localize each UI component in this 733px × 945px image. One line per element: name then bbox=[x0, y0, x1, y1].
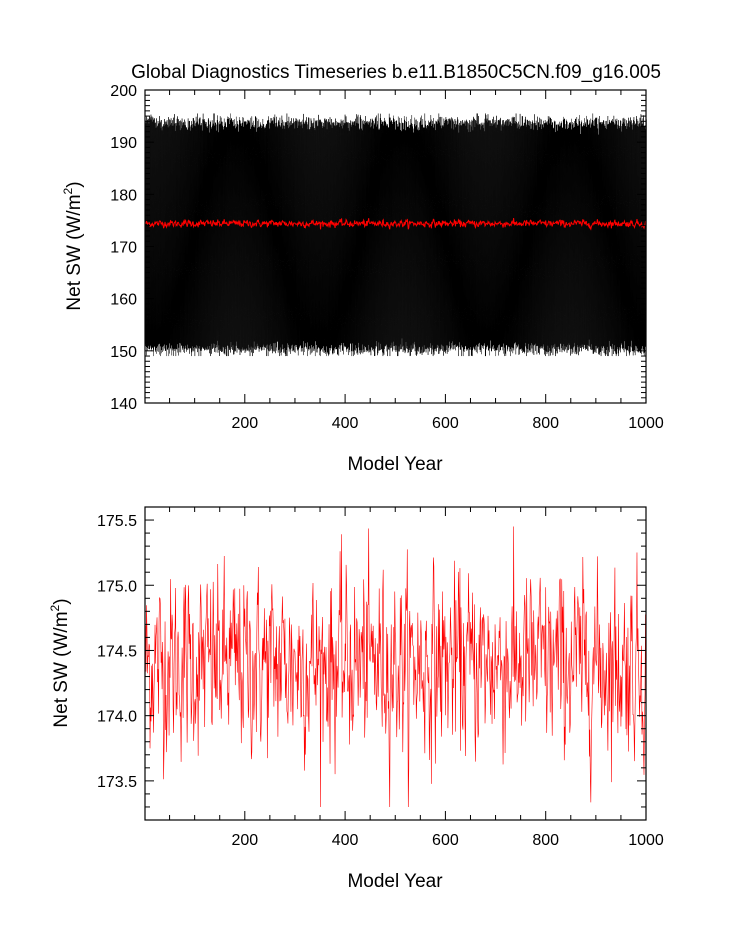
bottom-x-axis-label: Model Year bbox=[347, 871, 443, 892]
x-tick-label: 1000 bbox=[628, 832, 664, 849]
top-y-label-sup: 2 bbox=[61, 187, 75, 194]
y-tick-label: 175.5 bbox=[97, 513, 137, 530]
annual-mean-series-line bbox=[144, 526, 647, 807]
top-x-tick-labels: 200 400 600 800 1000 bbox=[231, 415, 663, 432]
bottom-y-label-close: ) bbox=[51, 598, 72, 604]
top-panel: 140 150 160 170 180 190 200 200 400 600 800 1000 M… bbox=[61, 83, 664, 475]
bottom-y-label-main: Net SW (W/m bbox=[51, 611, 72, 727]
y-tick-label: 140 bbox=[110, 396, 137, 413]
bottom-panel: 173.5 174.0 174.5 175.0 175.5 200 400 600 800 10… bbox=[48, 506, 664, 892]
top-y-axis-label: Net SW (W/m2) bbox=[61, 181, 85, 310]
x-tick-label: 200 bbox=[231, 415, 258, 432]
y-tick-label: 170 bbox=[110, 240, 137, 257]
top-x-axis-label: Model Year bbox=[347, 454, 443, 475]
top-y-label-close: ) bbox=[64, 181, 85, 187]
top-axis-ticks bbox=[145, 89, 647, 404]
bottom-y-label-sup: 2 bbox=[48, 604, 62, 611]
x-tick-label: 800 bbox=[532, 832, 559, 849]
y-tick-label: 174.5 bbox=[97, 643, 137, 660]
x-tick-label: 400 bbox=[332, 832, 359, 849]
bottom-x-tick-labels: 200 400 600 800 1000 bbox=[231, 832, 663, 849]
y-tick-label: 175.0 bbox=[97, 578, 137, 595]
x-tick-label: 400 bbox=[332, 415, 359, 432]
annual-mean-series-line bbox=[144, 218, 647, 231]
y-tick-label: 150 bbox=[110, 344, 137, 361]
top-y-label-main: Net SW (W/m bbox=[64, 194, 85, 310]
bottom-axis-ticks bbox=[145, 506, 647, 821]
x-tick-label: 600 bbox=[432, 832, 459, 849]
y-tick-label: 173.5 bbox=[97, 774, 137, 791]
chart-title: Global Diagnostics Timeseries b.e11.B185… bbox=[131, 62, 661, 83]
y-tick-label: 190 bbox=[110, 135, 137, 152]
x-tick-label: 1000 bbox=[628, 415, 664, 432]
x-tick-label: 600 bbox=[432, 415, 459, 432]
y-tick-label: 200 bbox=[110, 83, 137, 100]
bottom-plot-data bbox=[144, 526, 647, 807]
y-tick-label: 160 bbox=[110, 292, 137, 309]
y-tick-label: 174.0 bbox=[97, 709, 137, 726]
top-y-tick-labels: 140 150 160 170 180 190 200 bbox=[110, 83, 137, 413]
top-plot-data bbox=[144, 113, 647, 357]
bottom-y-axis-label: Net SW (W/m2) bbox=[48, 598, 72, 727]
bottom-y-tick-labels: 173.5 174.0 174.5 175.0 175.5 bbox=[97, 513, 137, 791]
y-tick-label: 180 bbox=[110, 187, 137, 204]
x-tick-label: 200 bbox=[231, 832, 258, 849]
x-tick-label: 800 bbox=[532, 415, 559, 432]
monthly-series-line bbox=[144, 113, 647, 357]
